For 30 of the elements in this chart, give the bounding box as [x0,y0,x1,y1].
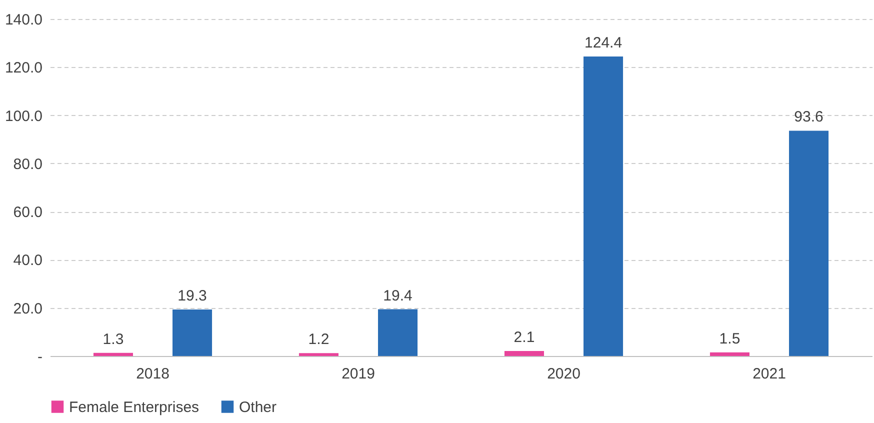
x-tick-label: 2018 [136,366,170,382]
data-label: 2.1 [514,328,535,346]
x-tick-label: 2019 [342,366,375,382]
y-tick-label: 40.0 [13,252,42,270]
y-tick-label: 20.0 [13,300,42,318]
x-tick-label: 2020 [547,366,580,382]
y-tick-label: 120.0 [4,60,42,77]
data-label: 19.3 [178,288,207,305]
data-label: 19.4 [383,287,412,304]
bar [378,309,418,356]
y-tick-label: 60.0 [13,204,42,222]
y-tick-label: 100.0 [4,108,42,125]
x-tick-label: 2021 [752,366,786,382]
data-label: 1.2 [308,331,330,348]
y-tick-label: 140.0 [4,12,42,28]
bar [584,56,624,356]
bar [172,310,212,356]
data-label: 1.5 [719,330,740,348]
data-label: 1.3 [102,330,124,348]
data-label: 93.6 [794,108,824,126]
bar [710,352,750,356]
bar [789,130,829,356]
legend-label: Female Enterprises [69,398,200,416]
bar [93,352,133,356]
bar [504,350,544,356]
y-tick-label: 80.0 [13,156,42,173]
data-label: 124.4 [584,34,622,52]
y-tick-label: - [38,348,42,366]
bar [298,353,338,356]
legend-label: Other [239,398,277,416]
